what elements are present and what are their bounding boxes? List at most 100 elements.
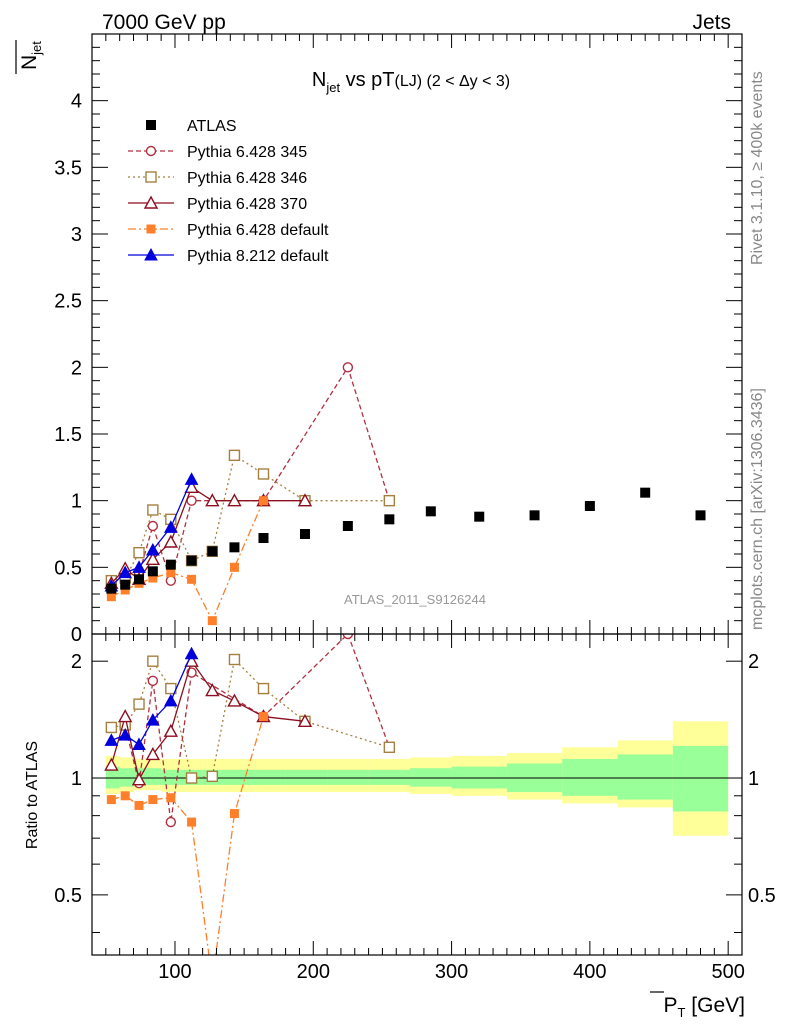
series-point-main: [228, 449, 241, 462]
green-band-bin: [672, 745, 729, 812]
series-point-ratio: [118, 728, 133, 741]
series-point-ratio: [228, 653, 241, 666]
atlas-data-point: [147, 566, 158, 577]
y-tick-label-main: 1.5: [54, 424, 82, 446]
y-tick-label-main: 1: [71, 491, 82, 513]
series-point-ratio: [133, 698, 145, 710]
series-point-ratio: [187, 817, 197, 827]
series-ratio-2: [104, 653, 313, 786]
legend-entry: Pythia 8.212 default: [128, 247, 329, 265]
series-point-ratio: [206, 770, 219, 783]
atlas-data-layer: [106, 487, 706, 594]
legend-marker: [145, 145, 157, 157]
series-line-ratio: [111, 658, 390, 779]
header-left: 7000 GeV pp: [102, 11, 226, 34]
atlas-data-point: [106, 583, 117, 594]
legend-marker: [146, 120, 156, 130]
x-tick-label: 200: [297, 961, 330, 983]
ratio-band-group: [105, 721, 729, 836]
series-point-main: [229, 562, 239, 572]
atlas-data-point: [529, 510, 540, 521]
legend-label: Pythia 6.428 370: [187, 196, 307, 213]
series-point-ratio: [342, 634, 354, 640]
series-point-main: [297, 493, 313, 507]
series-point-ratio: [145, 747, 161, 761]
atlas-data-point: [584, 501, 595, 511]
atlas-data-point: [640, 487, 651, 498]
series-ratio-3: [106, 712, 268, 955]
series-point-main: [207, 616, 217, 626]
legend-entry: Pythia 6.428 370: [128, 195, 307, 213]
y-tick-label-ratio: 2: [71, 651, 82, 673]
uncertainty-bands: [92, 721, 742, 836]
series-point-main: [133, 546, 145, 559]
series-point-main: [118, 565, 133, 579]
series-point-ratio: [257, 682, 270, 695]
series-point-ratio: [146, 713, 160, 726]
y-tick-label-main: 3: [71, 224, 82, 246]
y-tick-label-ratio-right: 0.5: [748, 885, 776, 907]
green-band-bin: [119, 768, 134, 787]
atlas-data-point: [186, 555, 197, 566]
series-point-ratio: [185, 772, 198, 784]
rivet-label: Rivet 3.1.10, ≥ 400k events: [749, 71, 766, 265]
y-tick-label-main: 2.5: [54, 291, 82, 313]
legend-label: Pythia 6.428 default: [187, 222, 329, 239]
series-point-ratio: [383, 741, 396, 753]
legend-label: Pythia 8.212 default: [187, 248, 329, 265]
green-band-bin: [285, 769, 328, 785]
atlas-data-point: [134, 574, 145, 585]
mc-series-layer: [104, 362, 396, 955]
series-point-main: [147, 504, 159, 516]
legend-marker: [145, 171, 157, 183]
atlas-data-point: [425, 506, 436, 517]
legend-label: ATLAS: [187, 118, 237, 135]
series-point-ratio: [120, 791, 130, 801]
series-point-main: [257, 468, 270, 480]
header-right: Jets: [692, 11, 731, 34]
series-point-ratio: [134, 800, 144, 810]
atlas-data-point: [695, 510, 706, 521]
series-line-ratio: [111, 634, 390, 823]
legend-entry: Pythia 6.428 default: [128, 222, 329, 239]
series-point-ratio: [104, 757, 119, 771]
series-point-main: [132, 560, 146, 573]
series-point-main: [163, 534, 179, 548]
series-point-ratio: [147, 655, 159, 667]
series-point-main: [186, 495, 197, 506]
legend-entry: Pythia 6.428 345: [128, 144, 307, 161]
series-point-ratio: [148, 795, 158, 805]
green-band-bin: [161, 769, 182, 785]
svg-text:Njet: Njet: [18, 41, 44, 70]
legend-marker: [146, 224, 156, 234]
series-point-main: [145, 551, 161, 566]
series-point-main: [166, 568, 176, 578]
legend-marker: [144, 247, 158, 261]
series-point-main: [383, 494, 396, 507]
atlas-data-point: [474, 511, 485, 522]
y-tick-label-main: 2: [71, 357, 82, 379]
series-point-ratio: [229, 809, 239, 819]
series-point-main: [187, 574, 197, 584]
atlas-data-point: [384, 514, 395, 525]
series-main-1: [105, 449, 396, 587]
legend: ATLAS Pythia 6.428 345 Pythia 6.428 346 Pyt…: [128, 118, 329, 265]
series-ratio-4: [104, 646, 199, 751]
series-point-ratio: [184, 646, 199, 660]
svg-text:PT [GeV]: PT [GeV]: [664, 994, 746, 1020]
series-point-main: [147, 520, 159, 532]
x-tick-label: 400: [573, 961, 606, 983]
legend-marker: [143, 195, 159, 209]
atlas-data-point: [299, 529, 310, 539]
legend-label: Pythia 6.428 346: [187, 170, 307, 187]
series-point-ratio: [297, 713, 313, 728]
plot-title: Njet vs pT(LJ) (2 < Δy < 3): [312, 69, 510, 95]
y-tick-label-main: 4: [71, 91, 82, 113]
series-point-main: [227, 493, 242, 507]
series-point-ratio: [166, 793, 176, 803]
atlas-data-point: [207, 546, 218, 557]
series-point-ratio: [118, 709, 133, 723]
y-tick-label-ratio: 1: [71, 768, 82, 790]
series-point-main: [106, 592, 116, 602]
